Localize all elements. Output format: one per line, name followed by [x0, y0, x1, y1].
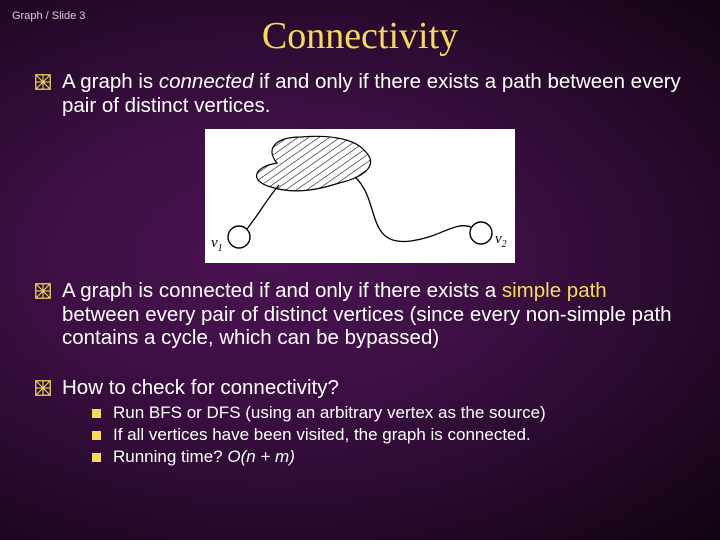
bullet-text: A graph is connected if and only if ther…	[62, 279, 686, 350]
bullet-item: A graph is connected if and only if ther…	[34, 70, 686, 117]
square-bullet-icon	[92, 409, 101, 418]
bullet-pre: A graph is	[62, 70, 159, 93]
connectivity-figure: v1 v2	[205, 129, 515, 263]
star-bullet-icon	[34, 379, 52, 397]
bullet-item: A graph is connected if and only if ther…	[34, 279, 686, 350]
star-bullet-icon	[34, 282, 52, 300]
bullet-post: between every pair of distinct vertices …	[62, 303, 672, 350]
sub-bullet-text: Running time? O(n + m)	[113, 447, 295, 467]
square-bullet-icon	[92, 453, 101, 462]
star-bullet-icon	[34, 73, 52, 91]
bullet-pre: How to check for connectivity?	[62, 376, 339, 399]
sub-bullet-text: If all vertices have been visited, the g…	[113, 425, 531, 445]
slide-content: A graph is connected if and only if ther…	[0, 58, 720, 468]
figure-container: v1 v2	[34, 129, 686, 263]
sub-bullet-item: Run BFS or DFS (using an arbitrary verte…	[92, 403, 686, 423]
bullet-pre: A graph is connected if and only if ther…	[62, 279, 502, 302]
square-bullet-icon	[92, 431, 101, 440]
sub-bullet-text: Run BFS or DFS (using an arbitrary verte…	[113, 403, 546, 423]
bullet-accent: simple path	[502, 279, 607, 302]
bullet-text: How to check for connectivity?	[62, 376, 339, 400]
page-title: Connectivity	[0, 0, 720, 58]
bullet-item: How to check for connectivity?	[34, 376, 686, 400]
breadcrumb: Graph / Slide 3	[12, 10, 85, 22]
sub-bullet-list: Run BFS or DFS (using an arbitrary verte…	[34, 403, 686, 467]
sub-bullet-item: If all vertices have been visited, the g…	[92, 425, 686, 445]
bullet-em: connected	[159, 70, 254, 93]
bullet-text: A graph is connected if and only if ther…	[62, 70, 686, 117]
sub-bullet-item: Running time? O(n + m)	[92, 447, 686, 467]
